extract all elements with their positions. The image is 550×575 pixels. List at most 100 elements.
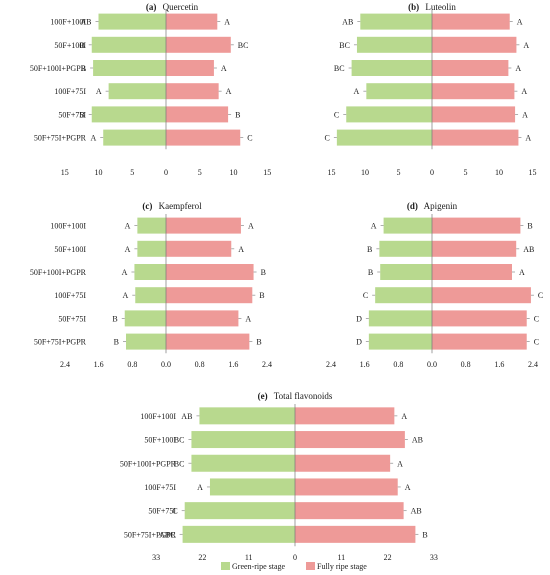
panel-title-text: Quercetin: [160, 2, 198, 12]
x-tick-label: 10: [361, 168, 369, 177]
bar-fully-ripe: [166, 83, 219, 100]
bar-fully-ripe: [432, 264, 512, 280]
bar-fully-ripe: [432, 13, 510, 30]
significance-label: BC: [339, 41, 350, 50]
significance-label: A: [515, 64, 521, 73]
significance-label: B: [422, 530, 427, 539]
x-tick-label: 0.8: [461, 360, 471, 369]
bar-green-ripe: [351, 60, 432, 76]
significance-label: A: [96, 87, 102, 96]
bar-green-ripe: [182, 525, 295, 543]
significance-label: C: [172, 507, 177, 516]
bar-fully-ripe: [432, 217, 521, 234]
x-tick-label: 11: [245, 553, 253, 562]
significance-label: AB: [342, 18, 353, 27]
panel-label: (b): [408, 2, 419, 12]
x-tick-label: 15: [529, 168, 537, 177]
bar-green-ripe: [336, 129, 432, 146]
x-tick-label: 0.8: [127, 360, 137, 369]
bar-fully-ripe: [295, 502, 404, 520]
panel-title-text: Luteolin: [423, 2, 456, 12]
category-label: 50F+100I+PGPR: [30, 64, 87, 73]
bar-green-ripe: [356, 36, 432, 53]
legend-item: Green-ripe stage: [221, 562, 286, 571]
bar-fully-ripe: [432, 240, 517, 257]
x-tick-label: 10: [95, 168, 103, 177]
bar-fully-ripe: [295, 407, 395, 425]
significance-label: A: [521, 87, 527, 96]
bar-fully-ripe: [432, 310, 527, 327]
bar-green-ripe: [137, 217, 166, 234]
category-label: 50F+100I: [54, 245, 86, 254]
significance-label: A: [125, 245, 131, 254]
x-tick-label: 33: [430, 553, 438, 562]
legend: Green-ripe stage Fully ripe stage: [221, 562, 367, 571]
significance-label: A: [90, 134, 96, 143]
significance-label: B: [368, 268, 373, 277]
category-label: 50F+100I+PGPR: [30, 268, 87, 277]
bar-fully-ripe: [166, 60, 214, 76]
panel-total-flavonoids: (e) Total flavonoids 100F+100I A B A 50F+100I…: [120, 391, 438, 562]
bar-green-ripe: [91, 106, 166, 123]
panel-title: (a) Quercetin: [146, 2, 199, 12]
bar-green-ripe: [98, 13, 166, 30]
x-tick-label: 5: [464, 168, 468, 177]
category-label: 100F+100I: [140, 412, 176, 421]
significance-label: A: [522, 110, 528, 119]
x-tick-label: 1.6: [494, 360, 504, 369]
x-tick-label: 10: [230, 168, 238, 177]
category-label: 50F+100I: [144, 436, 176, 445]
bar-fully-ripe: [432, 83, 515, 100]
significance-label: C: [534, 314, 539, 323]
bar-fully-ripe: [166, 333, 250, 350]
category-label: 50F+75I: [148, 507, 176, 516]
significance-label: B: [79, 41, 84, 50]
significance-label: B: [256, 338, 261, 347]
significance-label: AB: [523, 245, 534, 254]
x-tick-label: 0.0: [161, 360, 171, 369]
significance-label: A: [371, 222, 377, 231]
bar-fully-ripe: [295, 431, 405, 449]
bar-fully-ripe: [166, 13, 218, 30]
x-tick-label: 15: [328, 168, 336, 177]
significance-label: A: [401, 412, 407, 421]
category-label: 100F+100I: [50, 18, 86, 27]
legend-swatch: [221, 562, 230, 570]
significance-label: B: [261, 268, 266, 277]
significance-label: BC: [238, 41, 249, 50]
category-label: 100F+75I: [54, 87, 86, 96]
bar-green-ripe: [135, 287, 166, 304]
bar-fully-ripe: [432, 333, 527, 350]
panel-title: (e) Total flavonoids: [258, 391, 333, 401]
category-label: 50F+75I: [58, 110, 86, 119]
x-tick-label: 33: [152, 553, 160, 562]
significance-label: A: [405, 483, 411, 492]
bar-green-ripe: [368, 333, 432, 350]
x-tick-label: 2.4: [528, 360, 538, 369]
x-tick-label: 0: [430, 168, 434, 177]
legend-label: Fully ripe stage: [317, 562, 367, 571]
category-label: 50F+75I+PGPR: [124, 530, 177, 539]
significance-label: A: [221, 64, 227, 73]
significance-label: B: [79, 110, 84, 119]
x-tick-label: 10: [495, 168, 503, 177]
significance-label: BC: [174, 459, 185, 468]
legend-label: Green-ripe stage: [232, 562, 286, 571]
bar-fully-ripe: [166, 240, 232, 257]
x-tick-label: 5: [397, 168, 401, 177]
x-tick-label: 1.6: [360, 360, 370, 369]
significance-label: B: [235, 110, 240, 119]
category-label: 100F+100I: [50, 222, 86, 231]
panel-title-text: Apigenin: [422, 201, 458, 211]
x-tick-label: 2.4: [60, 360, 70, 369]
significance-label: C: [334, 110, 339, 119]
panel-title-text: Total flavonoids: [272, 391, 333, 401]
x-tick-label: 22: [198, 553, 206, 562]
bar-green-ripe: [368, 310, 432, 327]
bar-fully-ripe: [432, 106, 516, 123]
bar-fully-ripe: [166, 129, 241, 146]
x-tick-label: 0: [164, 168, 168, 177]
panel-label: (e): [258, 391, 268, 401]
significance-label: ABC: [159, 530, 175, 539]
panel-label: (c): [142, 201, 152, 211]
